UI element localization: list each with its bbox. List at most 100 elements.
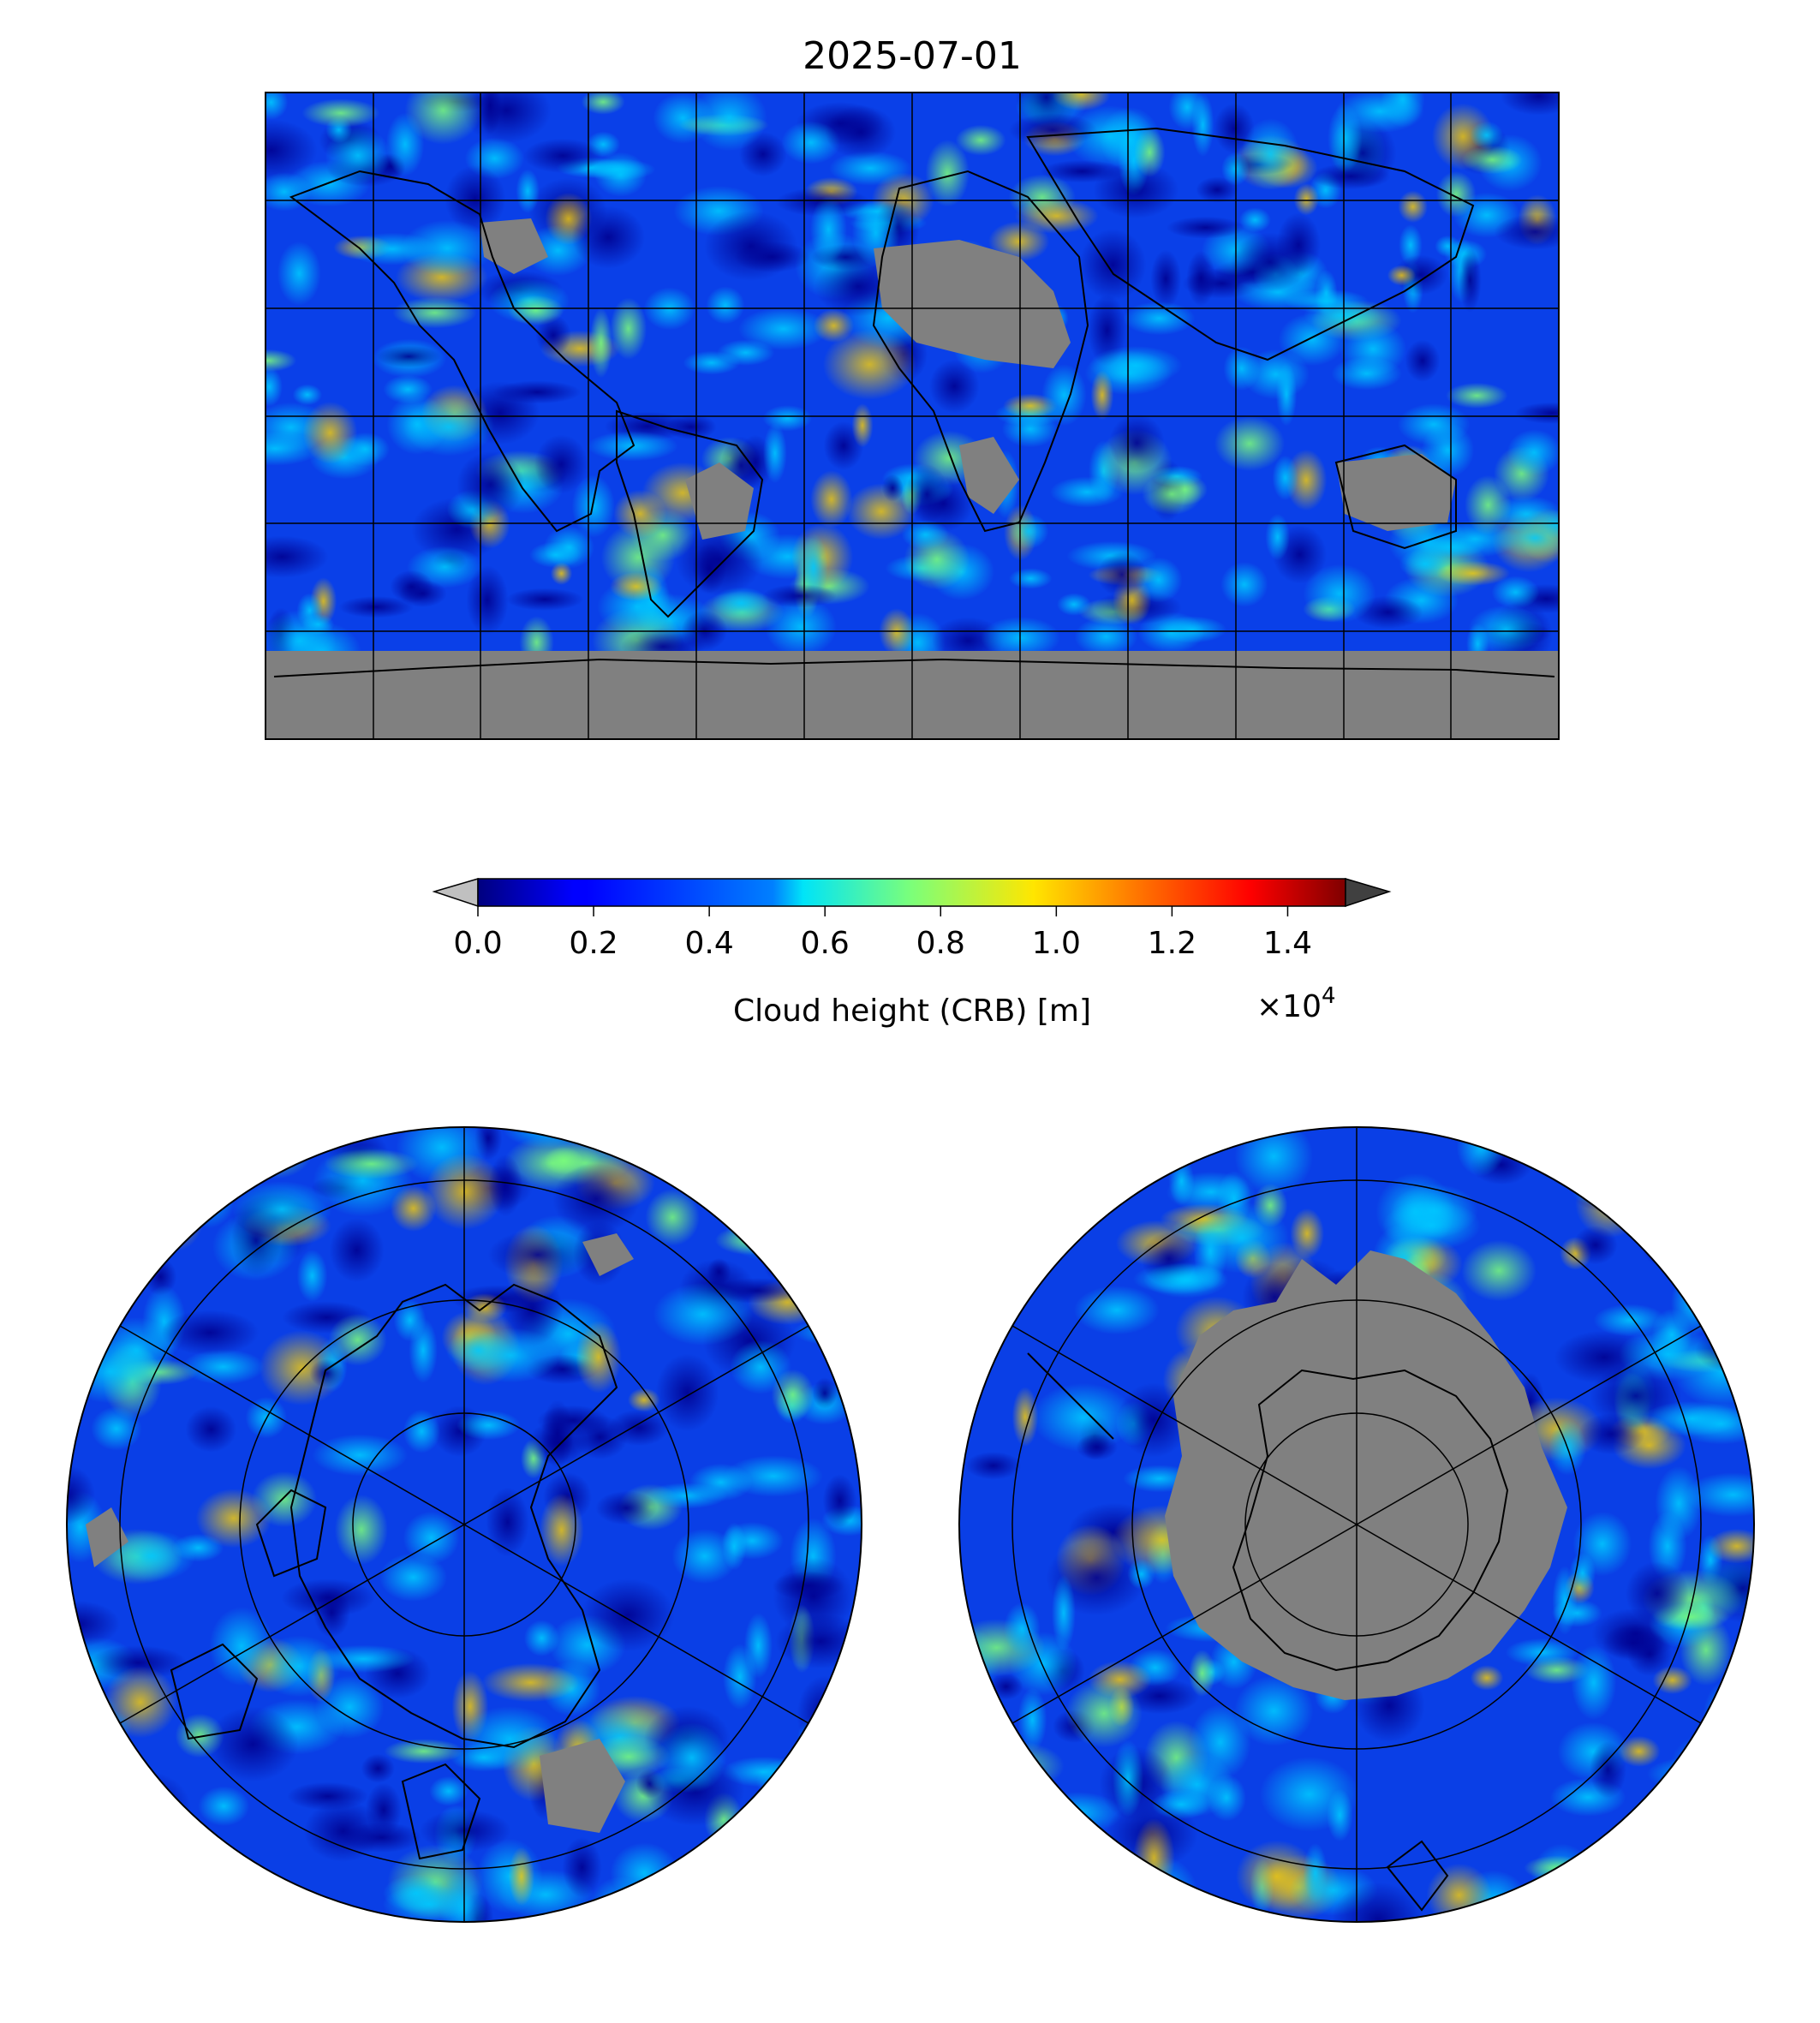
cloud-patch	[338, 596, 415, 618]
cloud-patch	[1619, 1137, 1653, 1192]
cloud-patch	[1571, 1644, 1617, 1721]
cloud-patch	[1052, 1867, 1120, 1897]
cloud-patch	[534, 434, 588, 494]
cloud-patch	[1684, 1472, 1754, 1518]
cloud-patch	[392, 296, 477, 329]
cloud-patch	[383, 1874, 450, 1913]
cloud-patch	[1594, 1170, 1659, 1211]
cloud-patch	[1670, 1729, 1754, 1802]
cloud-patch	[809, 195, 847, 263]
cloud-patch	[571, 474, 615, 538]
cloud-patch	[809, 1162, 862, 1218]
cloud-patch	[1017, 1687, 1047, 1752]
cloud-patch	[88, 1645, 188, 1680]
cloud-patch	[645, 1188, 700, 1246]
cloud-patch	[505, 588, 584, 612]
cloud-patch	[1051, 1574, 1076, 1651]
cloud-patch	[589, 307, 613, 379]
cloud-patch	[1575, 1186, 1674, 1214]
cloud-patch	[401, 219, 493, 277]
cloud-patch	[303, 1800, 383, 1862]
cloud-patch	[67, 1308, 108, 1381]
cloud-patch	[829, 151, 912, 186]
cloud-patch	[1142, 473, 1202, 516]
cloud-patch	[1626, 1632, 1673, 1676]
cloud-patch	[1505, 1638, 1579, 1667]
cloud-patch	[699, 1133, 802, 1198]
cloud-patch	[1711, 1839, 1754, 1901]
cloud-patch	[788, 1772, 862, 1802]
cloud-patch	[1168, 92, 1206, 130]
cloud-patch	[361, 1753, 395, 1783]
cloud-patch	[256, 1635, 341, 1698]
cloud-patch	[1065, 1679, 1143, 1748]
cloud-patch	[1190, 1704, 1251, 1781]
cloud-patch	[301, 98, 380, 128]
south-coastlines	[1027, 1352, 1509, 1912]
cloud-patch	[460, 1328, 561, 1383]
cloud-patch	[383, 374, 433, 404]
cloud-patch	[1680, 1233, 1754, 1264]
cloud-patch	[403, 1511, 460, 1565]
cloud-patch	[175, 1713, 224, 1758]
cloud-patch	[1468, 605, 1544, 654]
cloud-patch	[1397, 403, 1471, 446]
cloud-patch	[90, 1194, 183, 1243]
cloud-patch	[879, 608, 915, 656]
cloud-patch	[1075, 1863, 1152, 1922]
cloud-patch	[1259, 1757, 1359, 1832]
cloud-patch	[1023, 1872, 1067, 1922]
cloud-patch	[1166, 216, 1245, 239]
cloud-patch	[1680, 1155, 1747, 1195]
cloud-patch	[1494, 213, 1559, 250]
cloud-patch	[815, 1726, 851, 1790]
cloud-patch	[1214, 415, 1286, 471]
cloud-patch	[161, 1310, 260, 1356]
cloud-patch	[1082, 1868, 1141, 1901]
cloud-patch	[1507, 429, 1559, 476]
cloud-patch	[277, 241, 321, 306]
cloud-patch	[1052, 92, 1111, 111]
cloud-patch	[714, 1225, 785, 1256]
cloud-patch	[103, 1666, 177, 1739]
cloud-patch	[964, 1159, 1026, 1233]
cloud-patch	[1642, 1224, 1692, 1268]
cloud-patch	[980, 1797, 1030, 1825]
colorbar-multiplier-base: ×10	[1256, 989, 1322, 1024]
cloud-patch	[1435, 560, 1511, 587]
cloud-patch	[1459, 248, 1482, 313]
cloud-patch	[91, 1406, 142, 1451]
cloud-patch	[594, 152, 647, 197]
cloud-patch	[1117, 1382, 1190, 1458]
north-polar-map	[66, 1126, 862, 1923]
cloud-patch	[1667, 1139, 1733, 1174]
cloud-patch	[822, 1474, 857, 1528]
cloud-patch	[466, 565, 509, 636]
cloud-patch	[185, 1405, 237, 1453]
cloud-patch	[103, 1771, 191, 1846]
cloud-patch	[329, 1218, 385, 1283]
cloud-patch	[1737, 1254, 1754, 1298]
cloud-patch	[689, 1463, 753, 1501]
cloud-patch	[1150, 249, 1182, 309]
cloud-patch	[535, 314, 571, 356]
cloud-patch	[522, 138, 603, 174]
cloud-patch	[540, 1399, 574, 1469]
cloud-patch	[1605, 1836, 1706, 1862]
cloud-patch	[955, 124, 1006, 156]
south-polar-map	[958, 1126, 1755, 1923]
cloud-patch	[1617, 1735, 1661, 1767]
cloud-patch	[771, 1369, 815, 1421]
cloud-patch	[962, 1740, 1065, 1792]
cloud-patch	[571, 206, 646, 269]
cloud-patch	[1571, 1174, 1656, 1208]
cloud-patch	[507, 295, 564, 326]
cloud-patch	[1643, 1400, 1742, 1436]
cloud-patch	[296, 1250, 328, 1303]
cloud-patch	[1506, 1127, 1580, 1162]
cloud-patch	[1076, 1433, 1118, 1461]
cloud-patch	[1623, 1815, 1683, 1878]
cloud-patch	[609, 571, 663, 601]
colorbar-ticks: 0.0 0.2 0.4 0.6 0.8 1.0 1.2 1.4	[453, 906, 1312, 961]
cloud-patch	[743, 1613, 773, 1679]
